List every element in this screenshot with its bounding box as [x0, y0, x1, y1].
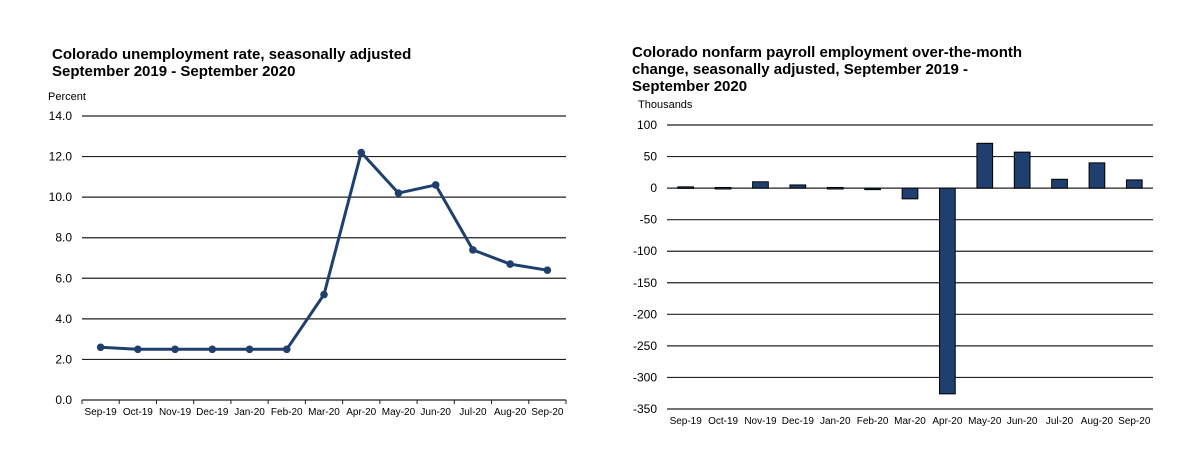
- payroll-y-tick-label: -50: [640, 213, 658, 227]
- unemployment-y-tick-label: 2.0: [55, 352, 72, 366]
- payroll-bar: [826, 186, 844, 190]
- unemployment-x-tick-label: Sep-20: [531, 407, 564, 418]
- payroll-bar: [864, 187, 881, 191]
- unemployment-data-point: [245, 345, 254, 354]
- unemployment-x-tick-label: Apr-20: [346, 407, 376, 418]
- unemployment-x-tick-label: Oct-19: [123, 407, 153, 418]
- unemployment-x-tick-label: Dec-19: [196, 407, 229, 418]
- unemployment-y-tick-label: 14.0: [49, 109, 73, 123]
- unemployment-y-tick-label: 8.0: [55, 231, 72, 245]
- payroll-y-tick-label: -200: [633, 307, 657, 321]
- right-title-line: September 2020: [632, 78, 748, 95]
- payroll-x-tick-label: May-20: [968, 416, 1002, 427]
- unemployment-series-line: [100, 151, 548, 351]
- unemployment-data-point: [431, 181, 440, 189]
- unemployment-x-tick-label: Mar-20: [308, 407, 340, 418]
- unemployment-data-point: [469, 246, 477, 254]
- unemployment-x-tick-label: Jul-20: [459, 407, 487, 418]
- payroll-bar: [939, 187, 956, 395]
- payroll-y-tick-label: 100: [637, 118, 657, 132]
- payroll-x-tick-label: Oct-19: [708, 416, 738, 427]
- unemployment-data-point: [357, 148, 366, 157]
- payroll-x-tick-label: Feb-20: [857, 416, 889, 427]
- left-title-line: Colorado unemployment rate, seasonally a…: [52, 46, 412, 63]
- payroll-bar: [677, 186, 695, 189]
- payroll-bar: [714, 186, 732, 190]
- unemployment-x-tick-label: Feb-20: [271, 407, 303, 418]
- payroll-x-tick-label: Sep-20: [1118, 416, 1151, 427]
- payroll-y-tick-label: -300: [633, 370, 657, 384]
- payroll-y-tick-label: -250: [633, 339, 657, 353]
- payroll-x-tick-label: Nov-19: [744, 416, 777, 427]
- unemployment-data-point: [134, 345, 142, 354]
- left-subtitle: September 2019 - September 2020: [52, 63, 296, 80]
- unemployment-data-point: [320, 290, 328, 299]
- unemployment-x-tick-label: Jan-20: [234, 407, 265, 418]
- payroll-x-tick-label: Jan-20: [820, 416, 851, 427]
- payroll-bar: [901, 187, 919, 200]
- payroll-y-tick-label: -150: [633, 276, 657, 290]
- payroll-bar: [752, 181, 769, 189]
- right-y-unit: Thousands: [638, 99, 693, 111]
- unemployment-x-tick-label: Sep-19: [84, 407, 117, 418]
- payroll-bar: [1088, 162, 1106, 189]
- unemployment-data-point: [96, 343, 105, 352]
- payroll-y-tick-label: 50: [644, 150, 658, 164]
- left-y-unit: Percent: [48, 91, 86, 103]
- left-chart-title: Colorado unemployment rate, seasonally a…: [52, 46, 411, 80]
- unemployment-y-tick-label: 6.0: [55, 271, 72, 285]
- payroll-bar: [789, 184, 807, 189]
- payroll-x-tick-label: Jul-20: [1046, 416, 1074, 427]
- unemployment-y-tick-label: 0.0: [55, 393, 72, 407]
- payroll-x-tick-label: Apr-20: [932, 416, 962, 427]
- payroll-x-tick-label: Aug-20: [1081, 416, 1114, 427]
- unemployment-x-tick-label: Aug-20: [494, 407, 527, 418]
- right-title-line: Colorado nonfarm payroll employment over…: [632, 44, 1023, 61]
- unemployment-x-tick-label: May-20: [382, 407, 416, 418]
- right-chart-title: Colorado nonfarm payroll employment over…: [632, 44, 1022, 95]
- payroll-x-tick-label: Sep-19: [670, 416, 703, 427]
- unemployment-data-point: [171, 345, 179, 354]
- unemployment-x-tick-label: Nov-19: [159, 407, 192, 418]
- unemployment-y-tick-label: 12.0: [49, 150, 73, 164]
- payroll-x-tick-label: Mar-20: [894, 416, 926, 427]
- payroll-bar: [1013, 151, 1031, 189]
- unemployment-data-point: [282, 345, 291, 354]
- payroll-x-tick-label: Jun-20: [1007, 416, 1038, 427]
- payroll-bar: [1051, 178, 1068, 189]
- right-title-line: change, seasonally adjusted, September 2…: [632, 61, 968, 78]
- unemployment-data-point: [506, 260, 514, 268]
- payroll-y-tick-label: -100: [633, 244, 657, 258]
- payroll-bar: [1125, 179, 1143, 189]
- payroll-y-tick-label: -350: [633, 402, 657, 416]
- unemployment-data-point: [543, 266, 552, 274]
- unemployment-data-point: [208, 345, 217, 354]
- unemployment-y-tick-label: 10.0: [49, 190, 73, 204]
- unemployment-data-point: [394, 189, 403, 197]
- unemployment-y-tick-label: 4.0: [55, 312, 72, 326]
- unemployment-x-tick-label: Jun-20: [420, 407, 451, 418]
- payroll-x-tick-label: Dec-19: [782, 416, 815, 427]
- payroll-y-tick-label: 0: [650, 181, 657, 195]
- payroll-bar: [976, 142, 994, 189]
